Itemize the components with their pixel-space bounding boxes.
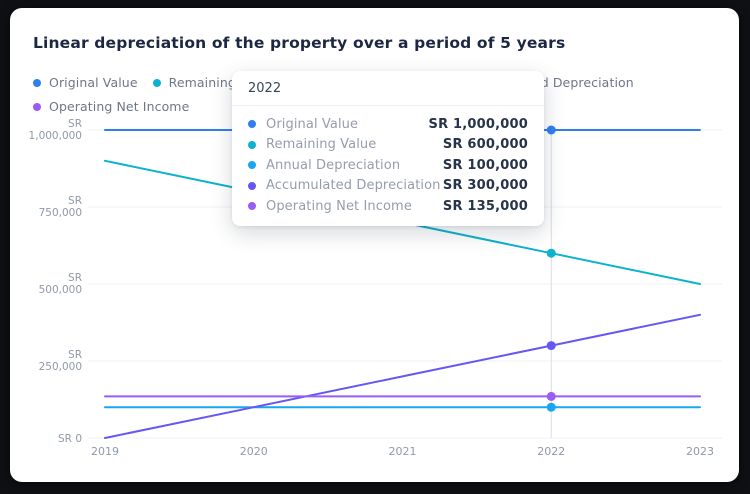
series-color-dot — [248, 140, 256, 149]
x-axis-tick-label: 2022 — [537, 445, 565, 458]
x-axis-tick-label: 2023 — [686, 445, 714, 458]
y-axis-tick-label: SR 0 — [58, 433, 82, 445]
hover-marker-remaining-value — [546, 248, 556, 258]
legend-item-operating-net-income[interactable]: Operating Net Income — [33, 99, 189, 114]
tooltip-row-value: SR 100,000 — [442, 157, 528, 173]
tooltip-row-label: Operating Net Income — [266, 198, 412, 214]
series-color-dot — [248, 120, 256, 129]
hover-marker-original-value — [546, 125, 556, 135]
tooltip-row-value: SR 135,000 — [442, 198, 528, 214]
tooltip-row: Operating Net Income SR 135,000 — [248, 196, 528, 217]
legend-label: Operating Net Income — [49, 99, 190, 114]
hover-marker-operating-net-income — [546, 391, 556, 401]
tooltip-row: Accumulated Depreciation SR 300,000 — [248, 176, 528, 197]
tooltip-row-label: Annual Depreciation — [266, 157, 401, 173]
tooltip-row-label: Original Value — [266, 116, 359, 132]
legend-label: Original Value — [49, 75, 138, 90]
tooltip-row-label: Remaining Value — [266, 137, 377, 153]
tooltip-title: 2022 — [248, 81, 282, 96]
line-chart[interactable]: SR 0 SR 250,000 SR 500,000 SR 750,000 SR 1,000,0… — [10, 8, 739, 482]
tooltip-row: Annual Depreciation SR 100,000 — [248, 155, 528, 176]
tooltip-row: Remaining Value SR 600,000 — [248, 135, 528, 156]
series-color-dot — [33, 102, 41, 111]
tooltip-divider — [232, 105, 544, 106]
series-color-dot — [248, 181, 256, 190]
tooltip-row-value: SR 600,000 — [442, 137, 528, 153]
tooltip-row-value: SR 1,000,000 — [428, 116, 528, 132]
legend-item-original-value[interactable]: Original Value — [33, 75, 138, 90]
x-axis-tick-label: 2020 — [240, 445, 268, 458]
y-axis-tick-label: SR 250,000 — [39, 349, 82, 373]
series-color-dot — [152, 78, 161, 87]
y-axis-tick-label: SR 1,000,000 — [29, 118, 82, 142]
y-axis-tick-label: SR 500,000 — [39, 272, 82, 296]
series-color-dot — [248, 161, 256, 170]
tooltip-row-value: SR 300,000 — [442, 178, 528, 194]
hover-marker-annual-depreciation — [546, 402, 556, 412]
series-color-dot — [248, 202, 256, 211]
tooltip-row: Original Value SR 1,000,000 — [248, 114, 528, 135]
hover-marker-accumulated-depreciation — [546, 341, 556, 351]
series-line-accumulated-depreciation — [104, 313, 701, 439]
tooltip-row-label: Accumulated Depreciation — [266, 178, 441, 194]
x-axis-tick-label: 2019 — [91, 445, 119, 458]
chart-title: Linear depreciation of the property over… — [33, 34, 566, 52]
x-axis-tick-label: 2021 — [389, 445, 417, 458]
y-axis-tick-label: SR 750,000 — [39, 195, 82, 219]
series-color-dot — [33, 78, 41, 87]
chart-card: Linear depreciation of the property over… — [10, 8, 739, 482]
chart-tooltip: 2022 Original Value SR 1,000,000 Remaini… — [232, 71, 544, 226]
